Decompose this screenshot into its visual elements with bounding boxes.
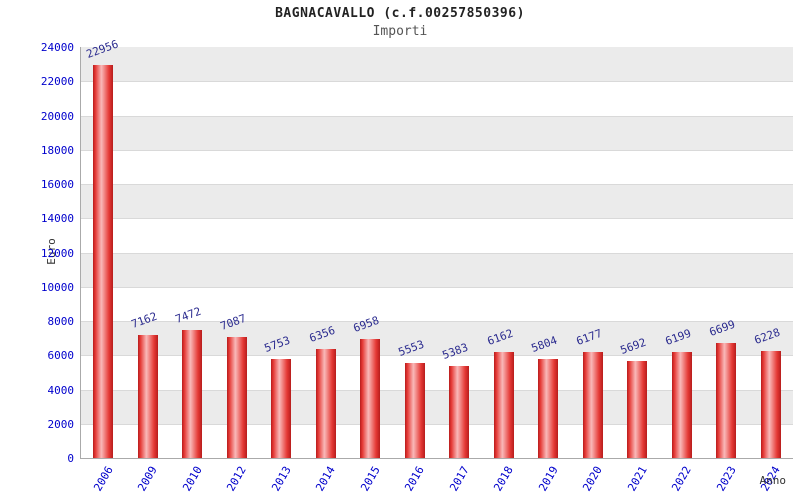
gridline	[81, 184, 793, 185]
bar	[716, 343, 737, 458]
gridline	[81, 115, 793, 117]
bar	[137, 335, 158, 458]
bar	[226, 336, 247, 458]
x-tick-label: 2012	[224, 464, 250, 494]
x-tick-label: 2018	[491, 464, 517, 494]
bar	[182, 330, 203, 458]
x-tick-label: 2020	[580, 464, 606, 494]
y-tick-label: 12000	[40, 246, 74, 260]
plot-area: 22956 7162 7472 7087 5753 6356 6958 5553 5383 616…	[80, 37, 793, 459]
gridline	[81, 286, 793, 288]
y-tick-label: 22000	[40, 75, 74, 89]
y-tick-label: 24000	[40, 41, 74, 54]
y-tick-label: 10000	[40, 280, 74, 294]
gridline	[81, 149, 793, 151]
x-tick-label: 2015	[358, 464, 383, 494]
x-tick-label: 2022	[669, 464, 695, 494]
y-tick-label: 2000	[47, 417, 75, 431]
background-band	[81, 286, 793, 321]
gridline	[81, 321, 793, 322]
bar	[449, 365, 470, 458]
chart-title: BAGNACAVALLO (c.f.00257850396)	[275, 6, 525, 21]
bar	[760, 351, 781, 458]
x-tick-label: 2009	[135, 464, 161, 494]
x-tick-label: 2023	[714, 464, 739, 494]
y-tick-label: 6000	[47, 349, 75, 363]
x-axis-label: Anno	[759, 474, 787, 487]
y-tick-label: 14000	[40, 212, 74, 226]
y-tick-label: 18000	[40, 143, 74, 157]
background-band	[81, 81, 793, 116]
gridline	[81, 355, 793, 357]
bar	[93, 64, 114, 458]
bar	[627, 360, 648, 458]
y-tick-label: 20000	[40, 109, 74, 123]
background-band	[81, 47, 793, 82]
x-tick-label: 2014	[313, 464, 339, 494]
background-band	[81, 149, 793, 184]
bar	[493, 352, 514, 458]
y-tick-label: 4000	[47, 383, 75, 397]
y-tick-label: 8000	[47, 315, 75, 328]
gridline	[81, 389, 793, 391]
gridline	[81, 423, 793, 425]
bar	[271, 359, 292, 458]
bar	[360, 338, 381, 458]
x-tick-label: 2006	[91, 464, 116, 494]
gridline	[81, 81, 793, 83]
x-tick-label: 2016	[402, 464, 428, 494]
y-tick-label: 16000	[40, 178, 74, 191]
y-tick-label: 0	[67, 452, 74, 465]
background-band	[81, 115, 793, 150]
gridline	[81, 218, 793, 220]
bar	[582, 352, 603, 458]
bar	[671, 351, 692, 458]
bar	[315, 349, 336, 458]
background-band	[81, 218, 793, 253]
bar	[538, 358, 559, 458]
chart-subtitle: Importi	[372, 24, 428, 39]
background-band	[81, 184, 793, 219]
x-tick-label: 2010	[180, 464, 205, 494]
background-band	[81, 252, 793, 287]
bar	[404, 362, 425, 458]
x-tick-label: 2021	[625, 464, 650, 494]
x-tick-label: 2019	[536, 464, 561, 494]
x-tick-label: 2013	[269, 464, 294, 494]
gridline	[81, 252, 793, 254]
x-tick-label: 2017	[447, 464, 472, 494]
